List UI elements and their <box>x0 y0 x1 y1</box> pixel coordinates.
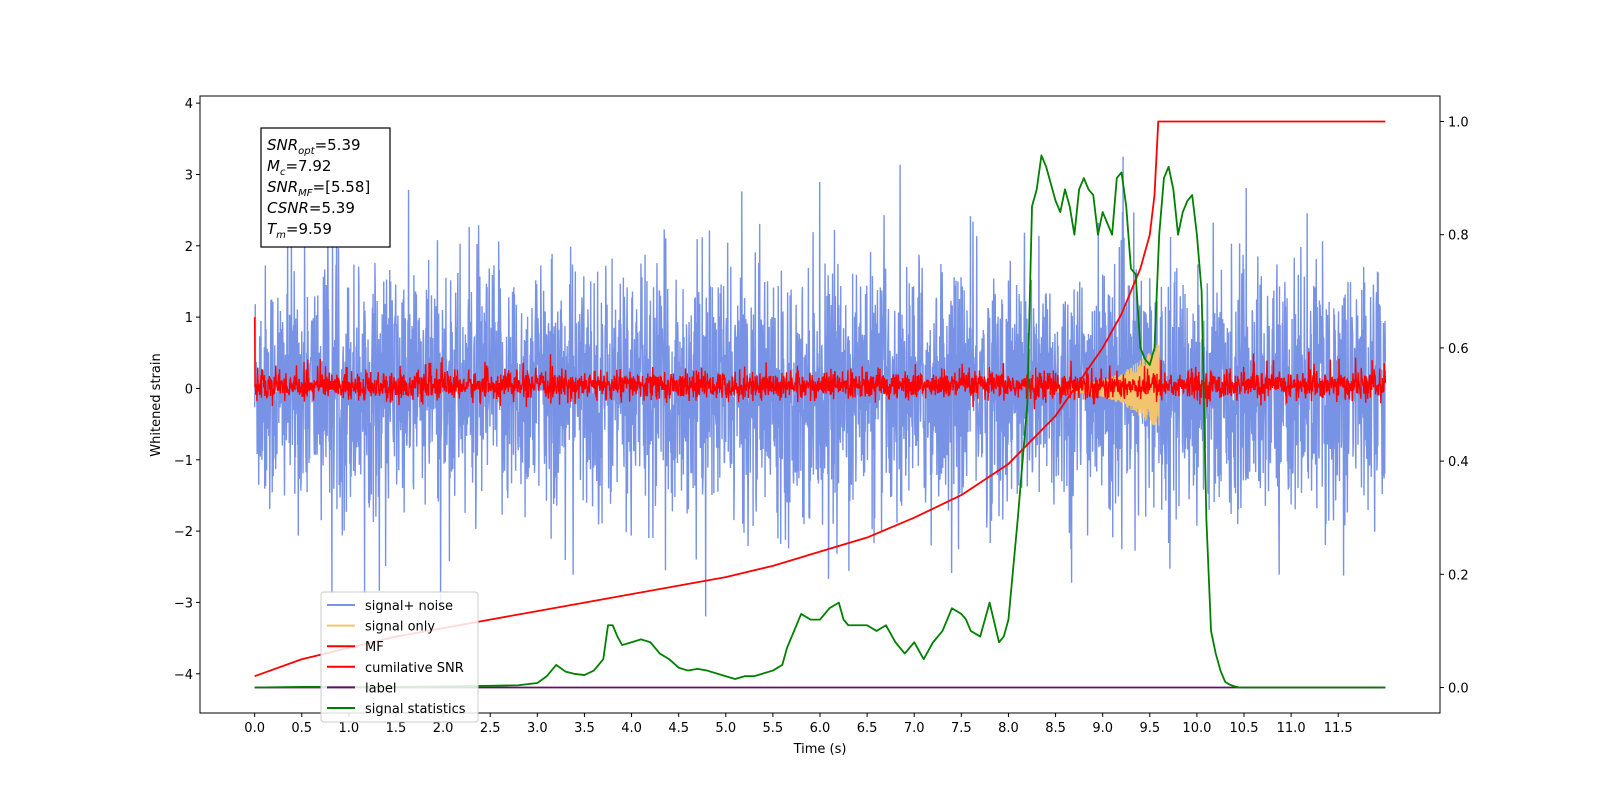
x-tick-label: 7.0 <box>904 721 925 736</box>
x-tick-label: 4.5 <box>668 721 689 736</box>
y-tick-label: −3 <box>174 596 193 611</box>
y-tick-label: 0 <box>185 382 193 397</box>
annotation-box: SNRopt=5.39Mc=7.92SNRMF=[5.58]CSNR=5.39T… <box>260 127 391 248</box>
y-tick-label: −1 <box>174 454 193 469</box>
legend-label: MF <box>365 640 384 655</box>
legend-label: label <box>365 681 396 696</box>
x-tick-label: 11.5 <box>1324 721 1353 736</box>
annotation-symbol: CSNR <box>267 199 309 217</box>
x-tick-label: 5.0 <box>715 721 736 736</box>
y-tick-label: 1 <box>185 311 193 326</box>
annotation-value: =7.92 <box>285 157 331 175</box>
y2-tick-label: 0.6 <box>1448 342 1469 357</box>
y-axis-label: Whitened strain <box>149 353 164 456</box>
legend-label: cumilative SNR <box>365 661 464 676</box>
annotation-frame <box>260 127 391 248</box>
y2-tick-label: 0.2 <box>1448 568 1469 583</box>
x-tick-label: 3.5 <box>574 721 595 736</box>
x-tick-label: 0.5 <box>291 721 312 736</box>
y-tick-label: 3 <box>185 168 193 183</box>
x-tick-label: 3.0 <box>527 721 548 736</box>
legend-frame <box>320 591 479 723</box>
annotation-line: Tm=9.59 <box>267 220 332 241</box>
x-tick-label: 1.5 <box>386 721 407 736</box>
annotation-symbol: T <box>267 220 278 238</box>
x-tick-label: 11.0 <box>1277 721 1306 736</box>
x-tick-label: 1.0 <box>339 721 360 736</box>
annotation-line: CSNR=5.39 <box>267 199 355 217</box>
legend: signal+ noise signal only MF cumilative SNR… <box>320 591 479 723</box>
signal-statistics-line <box>254 154 1386 689</box>
legend-label: signal+ noise <box>365 599 453 614</box>
x-tick-label: 8.5 <box>1045 721 1066 736</box>
annotation-symbol: M <box>267 157 280 175</box>
x-tick-label: 8.0 <box>998 721 1019 736</box>
y2-tick-label: 0.4 <box>1448 455 1469 470</box>
x-tick-label: 0.0 <box>244 721 265 736</box>
annotation-value: =5.39 <box>309 199 355 217</box>
annotation-symbol: SNR <box>267 178 298 196</box>
x-axis-label: Time (s) <box>793 742 847 757</box>
annotation-subscript: opt <box>298 146 315 157</box>
mf-line <box>253 317 1387 410</box>
x-tick-label: 10.0 <box>1182 721 1211 736</box>
x-tick-label: 6.0 <box>810 721 831 736</box>
annotation-subscript: c <box>280 167 286 178</box>
annotation-symbol: SNR <box>267 136 298 154</box>
x-tick-label: 4.0 <box>621 721 642 736</box>
x-tick-label: 5.5 <box>763 721 784 736</box>
annotation-value: =5.39 <box>315 136 361 154</box>
legend-label: signal statistics <box>365 702 466 717</box>
x-tick-label: 7.5 <box>951 721 972 736</box>
legend-label: signal only <box>365 620 435 635</box>
x-tick-label: 10.5 <box>1230 721 1259 736</box>
annotation-value: =9.59 <box>286 220 332 238</box>
x-tick-label: 9.5 <box>1139 721 1160 736</box>
annotation-subscript: MF <box>298 188 313 199</box>
y-tick-label: 2 <box>185 240 193 255</box>
y2-tick-label: 1.0 <box>1448 115 1469 130</box>
annotation-line: SNRopt=5.39 <box>267 136 361 157</box>
axes: 0.0 0.5 1.0 1.5 2.0 2.5 3.0 3.5 4.0 4.5 5.0 5.5 6.0 6… <box>174 95 1469 736</box>
annotation-subscript: m <box>276 230 286 241</box>
y-tick-label: −2 <box>174 525 193 540</box>
x-tick-label: 2.0 <box>433 721 454 736</box>
annotation-line: Mc=7.92 <box>267 157 331 178</box>
y2-tick-label: 0.8 <box>1448 229 1469 244</box>
y2-tick-label: 0.0 <box>1448 682 1469 697</box>
y-tick-label: 4 <box>185 97 193 112</box>
annotation-value: =[5.58] <box>313 178 371 196</box>
x-tick-label: 2.5 <box>480 721 501 736</box>
y-tick-label: −4 <box>174 668 193 683</box>
x-tick-label: 9.0 <box>1092 721 1113 736</box>
annotation-line: SNRMF=[5.58] <box>267 178 370 199</box>
x-tick-label: 6.5 <box>857 721 878 736</box>
